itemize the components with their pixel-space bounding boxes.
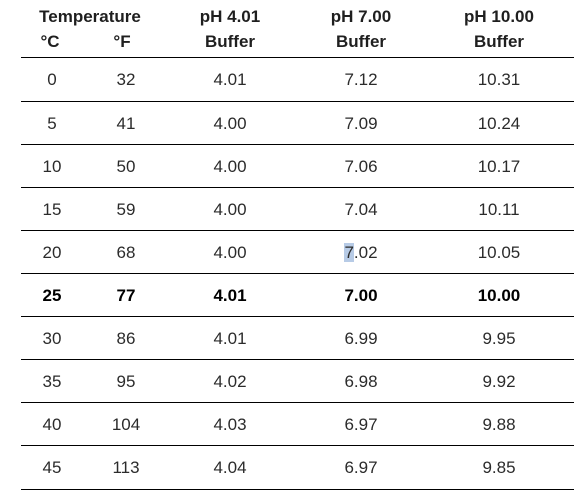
cell-celsius: 40 <box>42 415 62 434</box>
table-row: 45 113 4.04 6.97 9.85 <box>0 446 576 489</box>
table-row: 15 59 4.00 7.04 10.11 <box>0 188 576 231</box>
cell-ph401: 4.02 <box>213 372 247 391</box>
header-ph1000-line1: pH 10.00 <box>464 7 534 26</box>
row-divider <box>21 101 574 102</box>
cell-ph401: 4.00 <box>213 200 247 219</box>
cell-celsius: 35 <box>42 372 62 391</box>
cell-ph1000: 10.05 <box>477 243 521 262</box>
table-row: 20 68 4.00 7.02 10.05 <box>0 231 576 274</box>
cell-ph1000: 10.11 <box>478 200 520 219</box>
cell-ph401: 4.04 <box>213 458 247 477</box>
cell-ph700: 7.09 <box>344 114 378 133</box>
cell-ph1000: 10.17 <box>477 157 521 176</box>
table-row: 30 86 4.01 6.99 9.95 <box>0 317 576 360</box>
row-divider <box>21 359 574 360</box>
cell-fahrenheit: 77 <box>116 286 136 305</box>
cell-celsius: 25 <box>42 286 62 305</box>
cell-ph401: 4.00 <box>213 243 247 262</box>
cell-ph700: 6.97 <box>344 415 378 434</box>
row-divider <box>21 187 574 188</box>
header-divider <box>21 57 574 58</box>
cell-celsius: 0 <box>47 70 57 89</box>
cell-fahrenheit: 68 <box>116 243 136 262</box>
cell-ph700-selected[interactable]: 7.02 <box>309 231 413 274</box>
cell-celsius: 10 <box>42 157 62 176</box>
header-ph700-line1: pH 7.00 <box>330 7 392 26</box>
cell-fahrenheit: 86 <box>116 329 136 348</box>
cell-ph700: 6.97 <box>344 458 378 477</box>
cell-ph401: 4.00 <box>213 157 247 176</box>
cell-ph401: 4.01 <box>213 70 247 89</box>
table-row: 10 50 4.00 7.06 10.17 <box>0 145 576 188</box>
table-row: 0 32 4.01 7.12 10.31 <box>0 58 576 101</box>
row-divider <box>21 230 574 231</box>
cell-celsius: 20 <box>42 243 62 262</box>
cell-ph401: 4.01 <box>213 329 247 348</box>
cell-ph700: 7.12 <box>344 70 378 89</box>
header-ph1000-line2: Buffer <box>473 32 525 51</box>
table-row-reference: 25 77 4.01 7.00 10.00 <box>0 274 576 317</box>
row-divider <box>21 144 574 145</box>
cell-ph700: 7.04 <box>344 200 378 219</box>
header-fahrenheit: °F <box>113 32 131 51</box>
row-divider <box>21 273 574 274</box>
cell-ph700: 7.00 <box>344 286 378 305</box>
header-ph401-line1: pH 4.01 <box>199 7 261 26</box>
row-divider <box>21 445 574 446</box>
cell-fahrenheit: 113 <box>112 458 140 477</box>
table-row: 5 41 4.00 7.09 10.24 <box>0 102 576 145</box>
header-ph401-line2: Buffer <box>204 32 256 51</box>
cell-ph1000: 10.24 <box>477 114 521 133</box>
cell-ph1000: 10.31 <box>477 70 521 89</box>
cell-ph700: 6.99 <box>344 329 378 348</box>
header-ph700-line2: Buffer <box>335 32 387 51</box>
cell-ph1000: 9.92 <box>482 372 516 391</box>
cell-ph1000: 9.85 <box>482 458 516 477</box>
row-divider <box>21 316 574 317</box>
table-row: 40 104 4.03 6.97 9.88 <box>0 403 576 446</box>
cell-ph1000: 9.88 <box>482 415 516 434</box>
cell-ph700: 7.06 <box>344 157 378 176</box>
cell-fahrenheit: 50 <box>116 157 136 176</box>
cell-celsius: 45 <box>42 458 62 477</box>
cell-ph401: 4.00 <box>213 114 247 133</box>
cell-fahrenheit: 104 <box>111 415 141 434</box>
cell-ph401: 4.03 <box>213 415 247 434</box>
cell-ph1000: 10.00 <box>477 286 521 305</box>
cell-fahrenheit: 95 <box>116 372 136 391</box>
table-row: 35 95 4.02 6.98 9.92 <box>0 360 576 403</box>
cell-celsius: 5 <box>47 114 57 133</box>
table-bottom-rule <box>21 489 574 490</box>
cell-celsius: 30 <box>42 329 62 348</box>
cell-ph700: 6.98 <box>344 372 378 391</box>
cell-ph401: 4.01 <box>213 286 247 305</box>
cell-celsius: 15 <box>42 200 62 219</box>
cell-ph1000: 9.95 <box>482 329 516 348</box>
text-selection-highlight[interactable]: 7 <box>344 243 354 262</box>
cell-fahrenheit: 59 <box>116 200 136 219</box>
header-celsius: °C <box>40 32 60 51</box>
header-temperature: Temperature <box>39 7 141 26</box>
row-divider <box>21 402 574 403</box>
table-header: Temperature °C °F pH 4.01 Buffer pH 7.00… <box>0 0 576 58</box>
cell-ph700-rest: .02 <box>353 243 378 262</box>
cell-fahrenheit: 32 <box>116 70 136 89</box>
cell-fahrenheit: 41 <box>116 114 136 133</box>
